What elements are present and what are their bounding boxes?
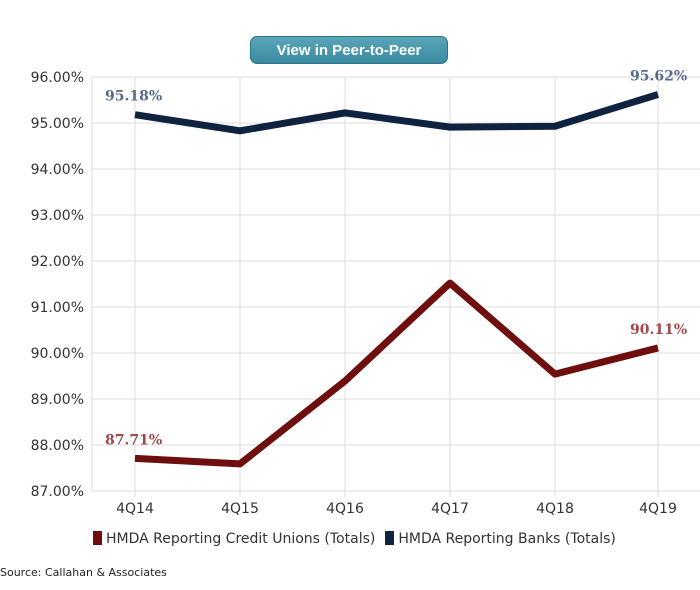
legend: HMDA Reporting Credit Unions (Totals) HM… [93, 531, 616, 547]
y-tick-label: 89.00% [31, 392, 84, 408]
y-tick-label: 88.00% [31, 438, 84, 454]
x-tick-label: 4Q17 [431, 501, 469, 517]
view-in-peer-to-peer-button[interactable]: View in Peer-to-Peer [250, 36, 448, 64]
y-tick-label: 91.00% [31, 300, 84, 316]
legend-swatch [385, 531, 395, 545]
y-tick-label: 94.00% [31, 162, 84, 178]
legend-item-credit-unions[interactable]: HMDA Reporting Credit Unions (Totals) [93, 531, 375, 547]
legend-swatch [93, 531, 102, 545]
y-tick-label: 92.00% [31, 254, 84, 270]
source-note: Source: Callahan & Associates [0, 566, 167, 579]
series-line-credit-unions [134, 279, 659, 468]
y-tick-label: 96.00% [31, 70, 84, 86]
data-label: 95.18% [105, 89, 162, 105]
y-tick-label: 93.00% [31, 208, 84, 224]
y-tick-label: 95.00% [31, 116, 84, 132]
legend-label: HMDA Reporting Credit Unions (Totals) [106, 531, 376, 547]
y-tick-label: 90.00% [31, 346, 84, 362]
series-line-banks [134, 91, 660, 135]
x-tick-label: 4Q16 [326, 501, 364, 517]
x-tick-label: 4Q15 [221, 501, 259, 517]
x-tick-label: 4Q18 [536, 501, 574, 517]
data-label: 90.11% [630, 322, 687, 338]
y-tick-label: 87.00% [31, 484, 84, 500]
legend-label: HMDA Reporting Banks (Totals) [398, 531, 616, 547]
data-label: 95.62% [630, 68, 687, 84]
data-label: 87.71% [105, 432, 162, 448]
legend-item-banks[interactable]: HMDA Reporting Banks (Totals) [385, 531, 616, 547]
x-tick-label: 4Q19 [639, 501, 677, 517]
line-chart: 87.00% 88.00% 89.00% 90.00% 91.00% 92.00% 93.0… [31, 68, 700, 517]
x-tick-label: 4Q14 [116, 501, 154, 517]
